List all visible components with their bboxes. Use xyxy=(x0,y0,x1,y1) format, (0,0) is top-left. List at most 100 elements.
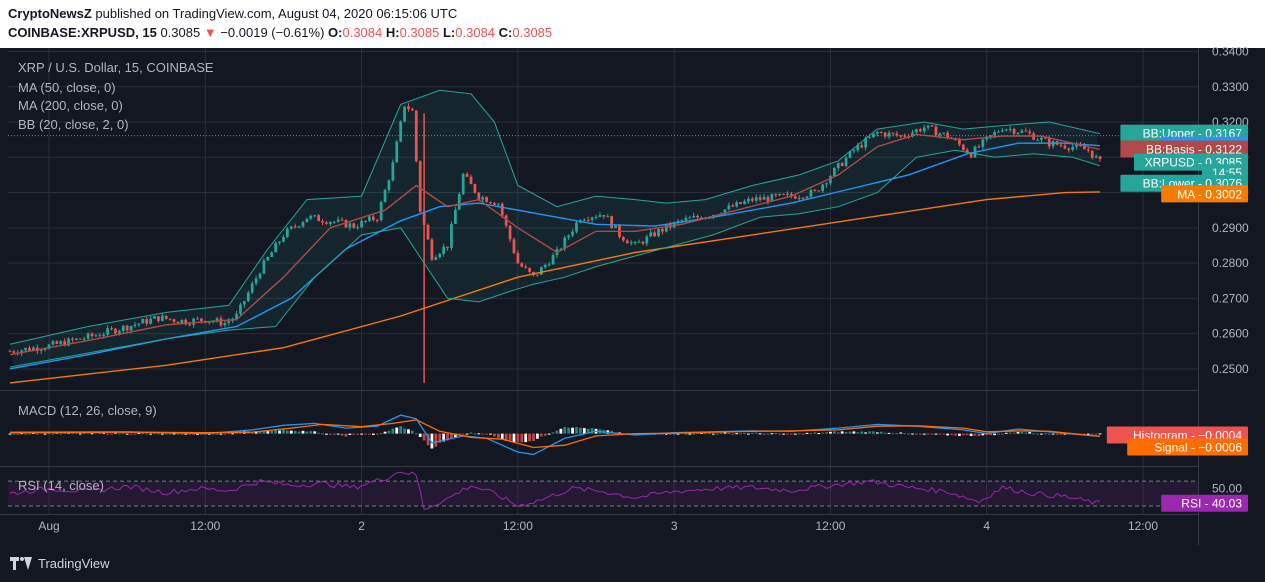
candle-body xyxy=(696,215,699,218)
macd-histogram-bar xyxy=(1036,433,1039,435)
candle-body xyxy=(258,273,262,279)
macd-histogram-bar xyxy=(918,433,922,435)
main-legend-title[interactable]: XRP / U.S. Dollar, 15, COINBASE xyxy=(18,60,214,75)
candle-body xyxy=(860,145,864,148)
macd-histogram-bar xyxy=(704,433,707,435)
macd-histogram-bar xyxy=(1032,433,1035,435)
macd-histogram-bar xyxy=(750,432,754,434)
macd-signal-line xyxy=(9,419,1101,449)
candle-body xyxy=(915,129,918,133)
macd-histogram-bar xyxy=(879,431,883,434)
time-axis-tick: 12:00 xyxy=(190,519,220,533)
macd-histogram-bar xyxy=(442,433,446,442)
candle-body xyxy=(805,196,809,199)
macd-histogram-bar xyxy=(110,433,113,435)
macd-histogram-bar xyxy=(317,432,320,434)
candle-body xyxy=(653,232,656,237)
macd-histogram-bar xyxy=(743,433,746,435)
candle-body xyxy=(758,197,762,200)
candle-body xyxy=(102,334,106,336)
symbol-name[interactable]: COINBASE:XRPUSD, 15 xyxy=(8,25,157,40)
candle-body xyxy=(223,323,227,326)
candle-body xyxy=(563,237,567,249)
macd-histogram-bar xyxy=(172,433,176,435)
candle-body xyxy=(590,217,594,220)
rsi-legend[interactable]: RSI (14, close) xyxy=(18,478,104,493)
ma200-legend[interactable]: MA (200, close, 0) xyxy=(18,98,123,113)
candle-body xyxy=(817,190,821,192)
candle-body xyxy=(575,222,578,232)
candle-body xyxy=(164,315,168,319)
candle-body xyxy=(86,333,90,339)
candle-body xyxy=(293,226,297,228)
macd-histogram-bar xyxy=(504,433,508,441)
macd-histogram-bar xyxy=(684,433,688,435)
candle-body xyxy=(891,132,895,134)
macd-histogram-bar xyxy=(496,433,500,438)
candle-body xyxy=(766,196,770,202)
low-label: L: xyxy=(442,25,456,40)
candle-body xyxy=(360,220,363,228)
macd-histogram-bar xyxy=(24,433,27,435)
macd-histogram-bar xyxy=(489,433,492,435)
tradingview-branding[interactable]: TradingView xyxy=(10,556,110,571)
series-line-bb-basis xyxy=(9,133,1101,356)
candle-body xyxy=(481,197,485,200)
macd-histogram-bar xyxy=(180,433,184,435)
candle-body xyxy=(121,325,125,331)
candle-body xyxy=(938,133,942,136)
candle-body xyxy=(430,239,434,260)
macd-histogram-bar xyxy=(266,431,270,434)
candle-body xyxy=(954,139,957,141)
candle-body xyxy=(1016,132,1020,134)
candle-body xyxy=(106,328,109,335)
candle-body xyxy=(602,215,606,217)
candle-body xyxy=(856,145,860,151)
time-axis-tick: 2 xyxy=(358,519,365,533)
candle-body xyxy=(727,205,731,210)
time-axis-tick: 12:00 xyxy=(815,519,845,533)
macd-histogram-bar xyxy=(340,433,344,436)
macd-histogram-bar xyxy=(739,433,742,435)
macd-histogram-bar xyxy=(930,433,934,435)
candle-body xyxy=(1094,156,1098,158)
bb-legend[interactable]: BB (20, close, 2, 0) xyxy=(18,117,129,132)
macd-histogram-bar xyxy=(661,433,664,435)
ma50-legend[interactable]: MA (50, close, 0) xyxy=(18,80,116,95)
candle-body xyxy=(1008,128,1012,130)
candle-body xyxy=(395,141,399,163)
macd-histogram-bar xyxy=(821,432,825,434)
macd-histogram-bar xyxy=(450,433,453,439)
macd-histogram-bar xyxy=(1055,433,1059,435)
macd-histogram-bar xyxy=(688,433,692,435)
macd-histogram-bar xyxy=(727,432,731,434)
price-label-bb-basis: BB:Basis - 0.3122 xyxy=(1120,140,1248,158)
macd-histogram-bar xyxy=(1008,432,1012,434)
candle-body xyxy=(215,318,219,322)
candle-body xyxy=(1083,146,1086,150)
candle-body xyxy=(629,242,633,244)
candle-body xyxy=(633,241,637,243)
candle-body xyxy=(137,323,141,325)
rsi-line xyxy=(9,471,1101,510)
candle-body xyxy=(1043,137,1047,139)
candle-body xyxy=(282,236,285,242)
macd-histogram-bar xyxy=(153,433,156,435)
macd-histogram-bar xyxy=(864,432,867,434)
macd-histogram-bar xyxy=(1051,433,1055,435)
macd-histogram-bar xyxy=(1024,432,1028,434)
price-label-text: BB:Basis - 0.3122 xyxy=(1146,143,1242,157)
macd-histogram-bar xyxy=(528,433,531,442)
candle-body xyxy=(82,338,86,340)
publisher-name[interactable]: CryptoNewsZ xyxy=(8,6,92,21)
macd-legend[interactable]: MACD (12, 26, close, 9) xyxy=(18,403,157,418)
candle-body xyxy=(797,197,801,199)
macd-histogram-bar xyxy=(868,431,871,434)
candle-body xyxy=(641,241,645,244)
macd-histogram-bar xyxy=(856,432,860,434)
candle-body xyxy=(739,202,742,204)
candle-body xyxy=(110,328,113,330)
candle-body xyxy=(43,348,47,350)
chart-canvas[interactable]: 0.25000.26000.27000.28000.29000.30000.31… xyxy=(0,0,1265,545)
candle-body xyxy=(438,253,442,258)
